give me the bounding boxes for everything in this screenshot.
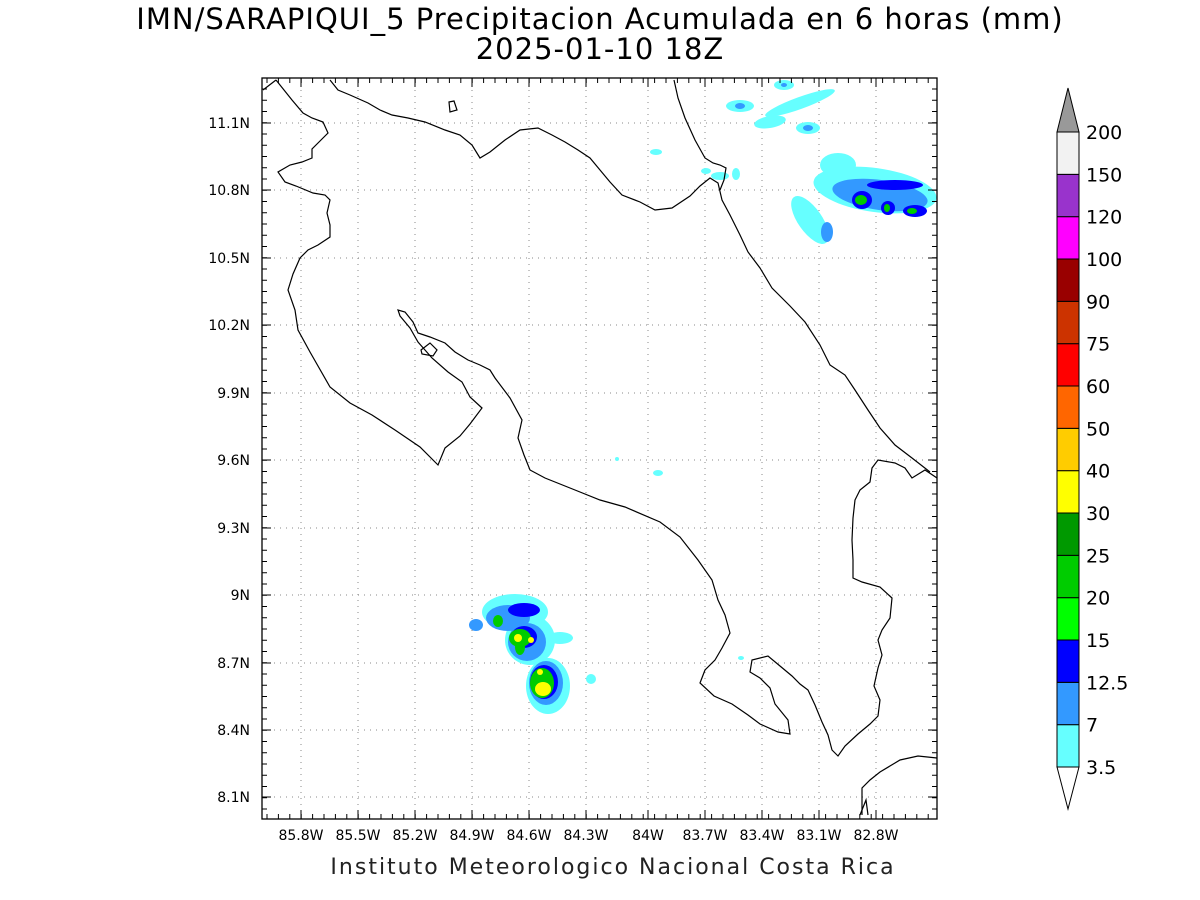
colorbar-level-label: 40: [1086, 461, 1110, 483]
colorbar-box: [1056, 131, 1080, 175]
colorbar-under-triangle: [1056, 766, 1080, 811]
lat-tick-label: 8.4N: [217, 723, 250, 739]
latitude-axis: 11.1N 10.8N 10.5N 10.2N 9.9N 9.6N 9.3N 9…: [208, 116, 250, 806]
colorbar: 3.5 7 12.5 15 20 25 30 40 50 60 75 90 100 120 150 200: [1056, 87, 1128, 811]
coastlines: [262, 79, 937, 816]
colorbar-level-label: 12.5: [1086, 672, 1128, 694]
colorbar-box: [1056, 258, 1080, 302]
axis-ticks: [262, 78, 937, 819]
lat-tick-label: 11.1N: [208, 116, 250, 132]
lat-tick-label: 8.7N: [217, 656, 250, 672]
colorbar-level-label: 150: [1086, 164, 1122, 186]
lon-tick-label: 84.6W: [506, 828, 551, 844]
colorbar-level-label: 60: [1086, 376, 1110, 398]
lat-tick-label: 10.2N: [208, 318, 250, 334]
lon-tick-label: 85.2W: [392, 828, 437, 844]
lat-tick-label: 10.5N: [208, 251, 250, 267]
lat-tick-label: 9.3N: [217, 521, 250, 537]
lon-tick-label: 85.8W: [278, 828, 323, 844]
colorbar-boxes: [1056, 131, 1080, 768]
lat-tick-label: 9.9N: [217, 386, 250, 402]
lon-tick-label: 83.4W: [739, 828, 784, 844]
colorbar-box: [1056, 216, 1080, 260]
colorbar-level-label: 90: [1086, 291, 1110, 313]
colorbar-level-label: 120: [1086, 207, 1122, 229]
colorbar-box: [1056, 554, 1080, 599]
precipitation-cell-pacific: [469, 594, 596, 714]
colorbar-box: [1056, 681, 1080, 726]
lon-tick-label: 85.5W: [335, 828, 380, 844]
lon-tick-label: 84.3W: [563, 828, 608, 844]
colorbar-level-label: 7: [1086, 715, 1098, 737]
colorbar-level-label: 30: [1086, 503, 1110, 525]
colorbar-box: [1056, 343, 1080, 387]
colorbar-level-label: 50: [1086, 418, 1110, 440]
lon-tick-label: 83.7W: [682, 828, 727, 844]
colorbar-level-label: 200: [1086, 122, 1122, 144]
colorbar-level-label: 100: [1086, 249, 1122, 271]
colorbar-labels: 3.5 7 12.5 15 20 25 30 40 50 60 75 90 100 120 150 200: [1086, 122, 1128, 779]
colorbar-box: [1056, 173, 1080, 218]
lon-tick-label: 83.1W: [796, 828, 841, 844]
colorbar-box: [1056, 639, 1080, 683]
lon-tick-label: 82.8W: [853, 828, 898, 844]
plot-area: [262, 78, 937, 819]
colorbar-level-label: 20: [1086, 588, 1110, 610]
map-title: IMN/SARAPIQUI_5 Precipitacion Acumulada …: [136, 2, 1064, 36]
lat-tick-label: 10.8N: [208, 183, 250, 199]
colorbar-box: [1056, 427, 1080, 472]
precipitation-cell-northeast: [615, 80, 937, 660]
colorbar-level-label: 25: [1086, 545, 1110, 567]
lat-tick-label: 9.6N: [217, 453, 250, 469]
colorbar-box: [1056, 470, 1080, 514]
colorbar-box: [1056, 597, 1080, 641]
colorbar-level-label: 3.5: [1086, 757, 1116, 779]
lat-tick-label: 8.1N: [217, 790, 250, 806]
colorbar-box: [1056, 385, 1080, 429]
colorbar-box: [1056, 724, 1080, 768]
institution-footer: Instituto Meteorologico Nacional Costa R…: [330, 855, 896, 880]
lon-tick-label: 84W: [632, 828, 664, 844]
colorbar-box: [1056, 512, 1080, 556]
colorbar-over-triangle: [1056, 87, 1080, 133]
colorbar-level-label: 15: [1086, 630, 1110, 652]
longitude-axis: 85.8W 85.5W 85.2W 84.9W 84.6W 84.3W 84W …: [278, 828, 898, 844]
lon-tick-label: 84.9W: [449, 828, 494, 844]
map-datetime: 2025-01-10 18Z: [475, 32, 725, 66]
colorbar-box: [1056, 300, 1080, 345]
lat-tick-label: 9N: [231, 588, 250, 604]
colorbar-level-label: 75: [1086, 334, 1110, 356]
